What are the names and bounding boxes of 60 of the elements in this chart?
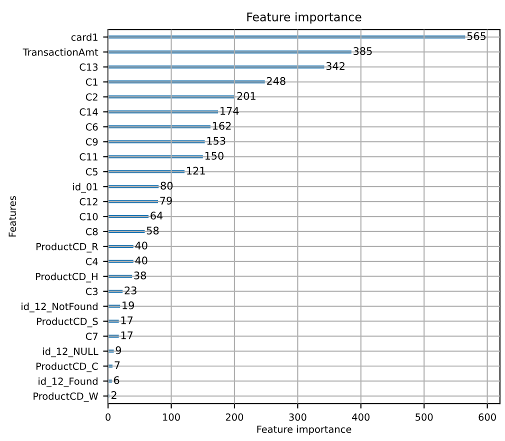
- data-label: 23: [124, 286, 136, 294]
- data-label: 342: [326, 62, 344, 70]
- data-label: 64: [150, 212, 163, 220]
- data-label: 150: [205, 152, 224, 160]
- data-label: 6: [114, 376, 120, 384]
- data-label: 385: [354, 47, 372, 56]
- y-tick-label: id_12_NotFound: [22, 302, 98, 312]
- y-tick-label: C1: [86, 78, 98, 86]
- y-tick-label: card1: [71, 33, 98, 41]
- x-tick-label: 200: [226, 413, 244, 421]
- y-tick-label: ProductCD_W: [34, 392, 98, 402]
- y-tick-label: C12: [80, 198, 98, 206]
- data-label: 17: [121, 316, 133, 324]
- x-tick-label: 600: [478, 413, 496, 421]
- data-label: 38: [134, 272, 146, 280]
- y-tick-label: TransactionAmt: [22, 48, 98, 56]
- data-label: 201: [237, 92, 256, 100]
- data-label: 162: [213, 122, 231, 130]
- y-tick-label: C9: [86, 138, 98, 146]
- data-label: 9: [116, 346, 122, 354]
- y-tick-label: C8: [86, 228, 98, 236]
- data-label: 80: [160, 182, 173, 190]
- y-axis-title: Features: [8, 196, 16, 236]
- y-tick-label: ProductCD_R: [36, 242, 98, 252]
- y-tick-label: C3: [86, 288, 98, 296]
- x-tick-label: 300: [289, 413, 306, 421]
- y-tick-label: C6: [86, 123, 98, 131]
- y-tick-label: ProductCD_S: [37, 318, 98, 328]
- y-tick-label: C14: [80, 108, 98, 116]
- data-label: 565: [467, 32, 486, 40]
- x-axis-title: Feature importance: [257, 425, 352, 435]
- y-tick-label: C13: [80, 63, 98, 71]
- data-label: 79: [160, 196, 172, 205]
- y-tick-label: id_12_Found: [38, 377, 98, 388]
- y-tick-label: C10: [80, 213, 98, 220]
- data-label: 17: [121, 331, 133, 340]
- data-label: 174: [220, 107, 239, 115]
- data-label: 2: [111, 391, 116, 399]
- y-tick-label: id_12_NULL: [43, 347, 98, 358]
- x-tick-label: 400: [352, 413, 370, 421]
- data-label: 19: [122, 301, 134, 310]
- data-label: 153: [207, 136, 226, 145]
- y-tick-label: ProductCD_H: [36, 272, 98, 282]
- y-tick-label: C4: [86, 258, 98, 266]
- data-label: 58: [146, 226, 159, 235]
- y-tick-label: C5: [86, 168, 98, 176]
- y-tick-label: C11: [80, 153, 98, 161]
- chart-title: Feature importance: [247, 12, 362, 24]
- x-tick-label: 500: [416, 413, 433, 421]
- y-tick-label: ProductCD_C: [36, 362, 98, 372]
- data-label: 121: [187, 166, 205, 175]
- y-tick-label: C7: [86, 332, 98, 340]
- x-tick-label: 100: [163, 413, 180, 421]
- data-label: 7: [114, 361, 120, 369]
- data-label: 248: [266, 77, 286, 85]
- y-tick-label: id_01: [73, 182, 98, 193]
- y-tick-label: C2: [86, 93, 98, 101]
- data-label: 40: [135, 256, 148, 264]
- data-label: 40: [135, 242, 148, 250]
- x-tick-label: 0: [106, 413, 111, 421]
